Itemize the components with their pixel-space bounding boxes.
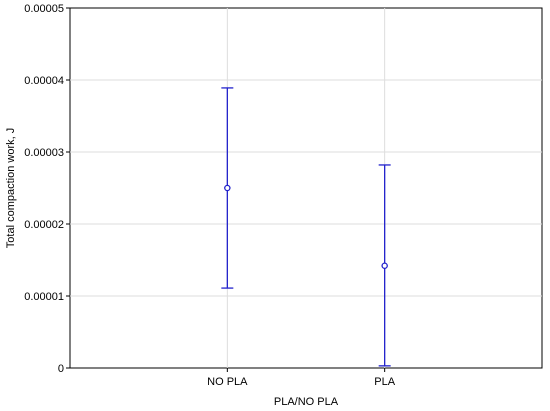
y-axis-title: Total compaction work, J (5, 128, 17, 248)
y-tick-label: 0.00001 (24, 291, 64, 303)
y-tick-label: 0.00005 (24, 3, 64, 15)
x-ticks: NO PLA PLA (207, 368, 396, 388)
x-axis-title: PLA/NO PLA (274, 396, 339, 408)
y-ticks: 0 0.00001 0.00002 0.00003 0.00004 0.00005 (24, 3, 70, 375)
data-marks (221, 87, 391, 367)
mean-point (381, 262, 388, 270)
mean-point (224, 184, 231, 192)
y-tick-label: 0.00004 (24, 75, 64, 87)
plot-frame (69, 7, 543, 369)
y-tick-label: 0.00003 (24, 147, 64, 159)
y-tick-label: 0 (58, 363, 64, 375)
x-tick-label: NO PLA (207, 376, 248, 388)
y-tick-label: 0.00002 (24, 219, 64, 231)
x-tick-label: PLA (374, 376, 395, 388)
